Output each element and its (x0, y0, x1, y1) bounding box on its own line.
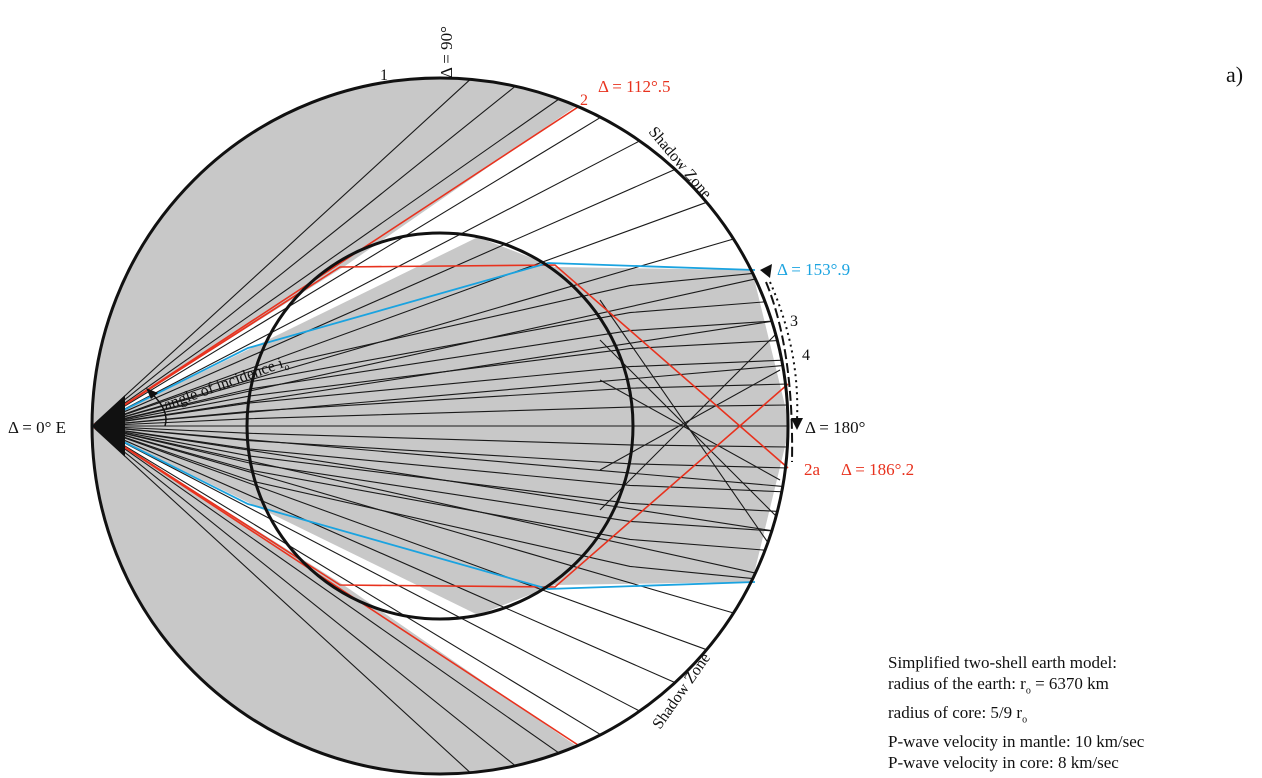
mantle-ray-lower (92, 425, 676, 684)
core-ray-lower (92, 425, 788, 469)
angle-arrowhead-icon (146, 388, 158, 399)
mantle-ray-lower (92, 425, 601, 736)
label-delta-112: Δ = 112°.5 (598, 77, 671, 96)
label-shadow-zone-bottom: Shadow Zone (649, 650, 714, 732)
mantle-ray-upper (92, 168, 676, 427)
core-ray-lower (92, 425, 788, 513)
model-legend: Simplified two-shell earth model: radius… (888, 652, 1258, 773)
label-ray-2a: 2a (804, 460, 821, 479)
ray-2a-lower (91, 383, 789, 588)
dotted-arc (769, 281, 799, 421)
label-delta-0: Δ = 0° E (8, 418, 66, 437)
mantle-ray-lower (92, 425, 783, 487)
mantle-ray-upper (92, 85, 516, 427)
ray-blue-lower (91, 425, 756, 590)
core-ray-lower (92, 425, 788, 493)
core-ray-lower (92, 425, 788, 533)
mantle-ray-lower (92, 425, 756, 574)
label-delta-186: Δ = 186°.2 (841, 460, 914, 479)
label-delta-180: Δ = 180° (805, 418, 865, 437)
arrow-153-icon (760, 264, 772, 278)
label-delta-153: Δ = 153°.9 (777, 260, 850, 279)
source-fan (92, 395, 125, 457)
label-ray-1: 1 (380, 67, 388, 84)
ray-blue-upper (91, 262, 756, 427)
figure-letter: a) (1226, 62, 1244, 87)
ray-2a-upper (91, 264, 789, 469)
ray-2-upper (91, 106, 579, 427)
label-ray-3: 3 (790, 313, 798, 330)
label-ray-4: 4 (802, 347, 810, 364)
mantle-ray-upper (92, 140, 640, 427)
mantle-ray-lower (92, 425, 707, 651)
core-ray-upper (92, 269, 788, 427)
core-ray-lower (92, 425, 788, 448)
mantle-ray-lower (92, 425, 560, 754)
label-delta-90: Δ = 90° (437, 26, 456, 78)
legend-core-velocity: P-wave velocity in core: 8 km/sec (888, 752, 1119, 772)
legend-title: Simplified two-shell earth model: (888, 653, 1117, 672)
ray-2-lower (91, 425, 579, 746)
mantle-ray-upper (92, 78, 471, 427)
mantle-ray-upper (92, 98, 560, 427)
mantle-ray-lower (92, 425, 640, 712)
blue-rays (91, 262, 756, 590)
core-crossing-ray (599, 329, 781, 511)
mantle-ray-lower (92, 425, 734, 614)
core-ray-upper (92, 404, 788, 427)
red-rays (91, 106, 789, 746)
core-outline (245, 231, 635, 621)
core-ray-upper (92, 359, 788, 427)
dashed-arc (765, 281, 794, 463)
legend-core-radius: radius of core: 5/9 ro (888, 702, 1028, 726)
core-ray-upper (92, 383, 788, 427)
legend-mantle-velocity: P-wave velocity in mantle: 10 km/sec (888, 731, 1145, 751)
core-ray-upper (92, 299, 788, 427)
core-ray-upper (92, 339, 788, 427)
legend-earth-radius: radius of the earth: ro = 6370 km (888, 674, 1109, 697)
label-ray-2: 2 (580, 92, 588, 109)
mantle-ray-upper (92, 365, 783, 427)
mantle-ray-upper (92, 238, 734, 427)
mantle-ray-upper (92, 201, 707, 427)
mantle-ray-upper (92, 278, 756, 427)
arrow-180-icon (791, 418, 803, 430)
mantle-ray-upper (92, 116, 601, 427)
core-ray-lower (92, 425, 788, 553)
core-ray-upper (92, 319, 788, 427)
label-shadow-zone-top: Shadow Zone (645, 124, 715, 203)
mantle-ray-lower (92, 425, 516, 767)
ray-paths (92, 78, 788, 774)
core-ray-lower (92, 425, 788, 583)
mantle-ray-lower (92, 425, 471, 774)
